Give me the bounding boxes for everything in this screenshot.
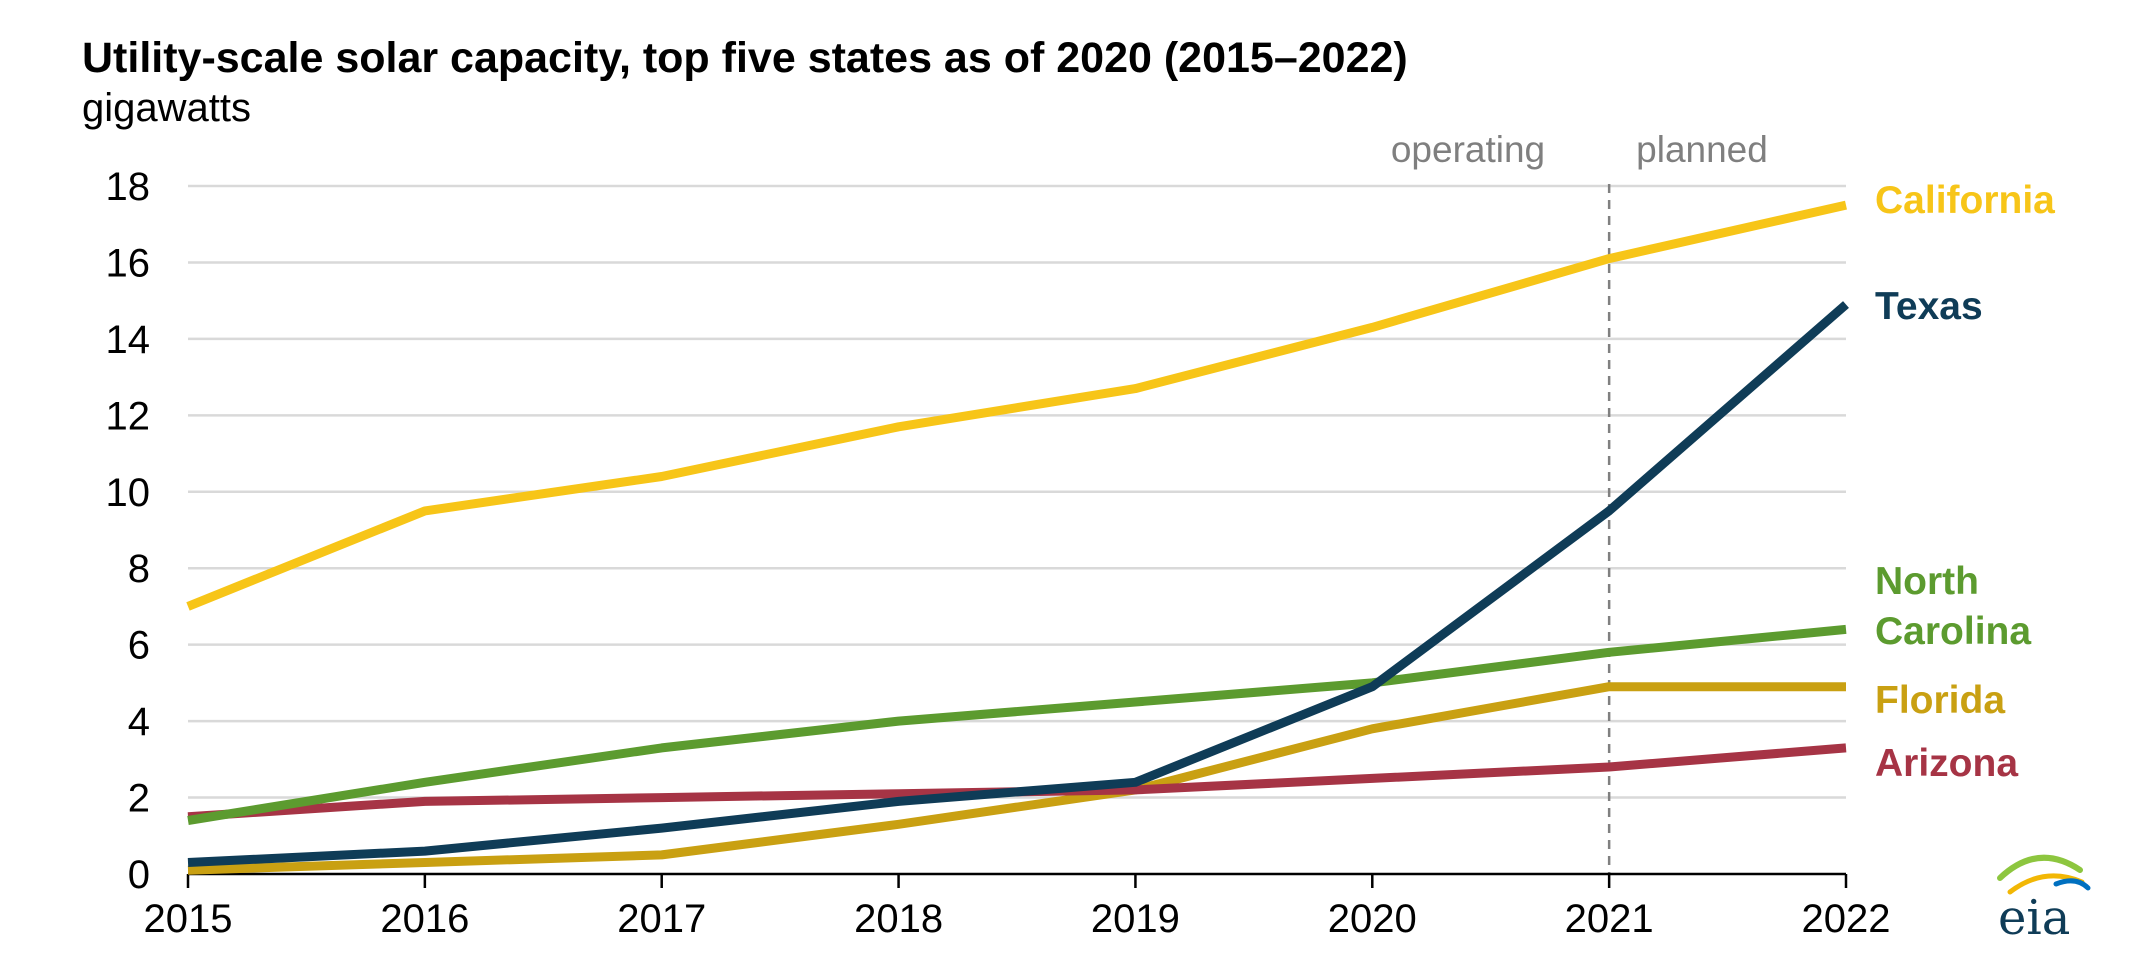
y-tick-label: 14	[106, 318, 151, 362]
chart-title: Utility-scale solar capacity, top five s…	[82, 34, 1408, 82]
gridlines	[188, 184, 1846, 799]
chart-subtitle: gigawatts	[82, 86, 251, 130]
series-line-california	[186, 200, 1847, 611]
y-tick-label: 16	[106, 241, 151, 285]
y-tick-label: 0	[128, 853, 150, 897]
x-tick-label: 2017	[617, 897, 706, 941]
series-line-north-carolina	[187, 624, 1847, 825]
x-tick-label: 2019	[1091, 897, 1180, 941]
x-tick-label: 2020	[1328, 897, 1417, 941]
series-label-line: North	[1875, 560, 1979, 603]
series-label-florida: Florida	[1875, 679, 2005, 722]
series-label-texas: Texas	[1875, 285, 1983, 328]
planned-label: planned	[1636, 129, 1768, 170]
series-label-line: Arizona	[1875, 742, 2018, 785]
series-label-arizona: Arizona	[1875, 742, 2018, 785]
y-tick-label: 4	[128, 700, 150, 744]
y-tick-label: 6	[128, 624, 150, 668]
x-tick-label: 2021	[1565, 897, 1654, 941]
series-lines	[186, 200, 1849, 875]
series-label-north-carolina: North Carolina	[1875, 560, 2031, 653]
axes: 0 2 4 6 8 10 12 14 16 18 2015 2016 2017 2018 2019 2020 2…	[106, 165, 1891, 941]
y-tick-label: 12	[106, 394, 151, 438]
x-tick-label: 2015	[144, 897, 233, 941]
series-labels: California Texas North Carolina Florida Arizo…	[1875, 179, 2055, 785]
eia-logo-icon: eia	[1997, 854, 2091, 946]
logo-text: eia	[1998, 890, 2070, 946]
divider: operating planned	[1391, 129, 1768, 874]
x-tick-label: 2016	[380, 897, 469, 941]
y-tick-label: 18	[106, 165, 151, 209]
series-label-california: California	[1875, 179, 2055, 222]
operating-label: operating	[1391, 129, 1545, 170]
y-tick-label: 2	[128, 777, 150, 821]
y-tick-label: 10	[106, 471, 151, 515]
series-label-line: Florida	[1875, 679, 2005, 722]
x-tick-label: 2022	[1802, 897, 1891, 941]
series-line-texas	[187, 301, 1849, 867]
x-tick-label: 2018	[854, 897, 943, 941]
series-label-line: Carolina	[1875, 610, 2031, 653]
series-label-line: California	[1875, 179, 2055, 222]
series-line-florida	[187, 682, 1846, 875]
y-tick-label: 8	[128, 547, 150, 591]
series-label-line: Texas	[1875, 285, 1983, 328]
